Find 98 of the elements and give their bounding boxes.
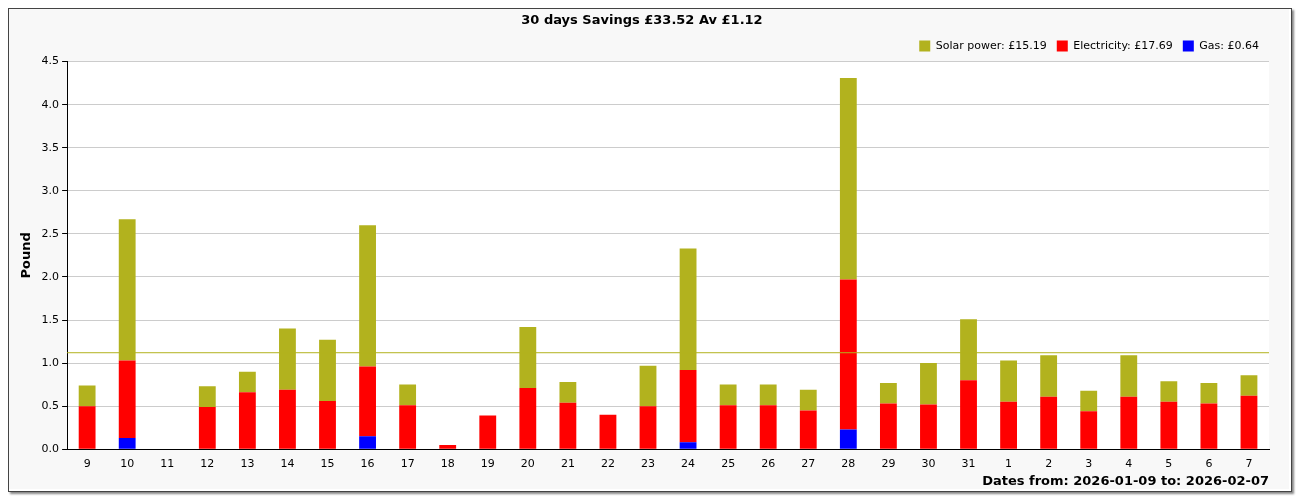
x-tick-label: 31 xyxy=(961,456,976,470)
bar xyxy=(118,360,136,438)
bar xyxy=(78,406,96,449)
bar xyxy=(519,388,537,449)
bar xyxy=(399,405,417,449)
bar xyxy=(198,386,216,407)
y-tick-label: 4.0 xyxy=(41,97,60,111)
x-tick-label: 4 xyxy=(1125,456,1133,470)
bar xyxy=(719,384,737,406)
x-tick-label: 10 xyxy=(120,456,135,470)
x-tick-label: 29 xyxy=(881,456,896,470)
bar xyxy=(879,382,897,404)
bar xyxy=(920,363,937,405)
bar xyxy=(599,414,617,449)
x-tick-label: 28 xyxy=(841,456,856,470)
bar xyxy=(1240,395,1258,449)
bar xyxy=(1040,355,1058,397)
bar xyxy=(679,369,697,443)
bar xyxy=(839,279,857,430)
bar xyxy=(559,382,577,403)
x-tick-label: 24 xyxy=(681,456,696,470)
x-tick-label: 30 xyxy=(921,456,936,470)
x-tick-label: 18 xyxy=(440,456,455,470)
y-tick-label: 1.0 xyxy=(41,355,60,369)
y-tick-label: 0.0 xyxy=(41,442,60,456)
bar xyxy=(1120,396,1138,449)
bar xyxy=(359,366,376,437)
bar xyxy=(1240,375,1258,396)
y-tick-label: 1.5 xyxy=(41,312,60,326)
bar xyxy=(799,410,817,449)
bar xyxy=(1040,396,1058,449)
x-tick-label: 7 xyxy=(1245,456,1253,470)
y-tick-label: 0.5 xyxy=(41,398,60,412)
y-tick-label: 2.5 xyxy=(41,226,60,240)
bar xyxy=(319,400,336,449)
x-tick-label: 3 xyxy=(1085,456,1093,470)
y-tick-label: 4.5 xyxy=(41,54,60,68)
x-tick-label: 21 xyxy=(560,456,575,470)
bar xyxy=(960,380,977,449)
y-axis-title: Pound xyxy=(18,232,34,279)
bar xyxy=(920,404,937,449)
x-tick-label: 5 xyxy=(1165,456,1173,470)
bar xyxy=(78,385,96,407)
bar xyxy=(1000,360,1017,402)
bar xyxy=(1160,381,1178,402)
x-tick-label: 26 xyxy=(761,456,776,470)
bar xyxy=(118,438,136,449)
bar xyxy=(1120,355,1138,397)
x-tick-label: 27 xyxy=(801,456,816,470)
x-tick-label: 6 xyxy=(1205,456,1213,470)
x-tick-label: 2 xyxy=(1045,456,1053,470)
bar xyxy=(359,436,376,449)
bar xyxy=(198,407,216,449)
bar xyxy=(479,415,497,449)
legend-label: Gas: £0.64 xyxy=(1199,38,1260,52)
x-tick-label: 15 xyxy=(320,456,335,470)
x-tick-label: 20 xyxy=(520,456,535,470)
bar xyxy=(759,384,777,406)
x-tick-label: 9 xyxy=(83,456,91,470)
bar xyxy=(719,405,737,449)
bar xyxy=(1080,390,1098,412)
x-tick-label: 19 xyxy=(480,456,495,470)
y-tick-label: 3.0 xyxy=(41,183,60,197)
x-tick-label: 1 xyxy=(1005,456,1013,470)
bar xyxy=(399,384,417,406)
x-tick-label: 22 xyxy=(600,456,615,470)
x-tick-label: 12 xyxy=(200,456,215,470)
bar xyxy=(559,402,577,449)
x-tick-label: 25 xyxy=(721,456,736,470)
bar xyxy=(1000,401,1017,449)
x-tick-label: 16 xyxy=(360,456,375,470)
bar xyxy=(839,429,857,449)
x-tick-label: 17 xyxy=(400,456,415,470)
bar xyxy=(439,444,457,449)
bar xyxy=(839,77,857,280)
bar xyxy=(1160,401,1178,449)
bar xyxy=(879,403,897,449)
legend-label: Electricity: £17.69 xyxy=(1073,38,1173,52)
x-tick-label: 23 xyxy=(641,456,656,470)
x-tick-label: 14 xyxy=(280,456,295,470)
x-tick-label: 13 xyxy=(240,456,255,470)
bar xyxy=(679,442,697,449)
y-tick-label: 2.0 xyxy=(41,269,60,283)
x-axis-title: Dates from: 2026-01-09 to: 2026-02-07 xyxy=(982,472,1269,488)
bar xyxy=(639,365,657,407)
bar xyxy=(1200,382,1218,404)
bar xyxy=(1080,411,1098,449)
bar xyxy=(279,389,296,449)
bar xyxy=(759,405,777,449)
x-tick-label: 11 xyxy=(160,456,175,470)
chart-title: 30 days Savings £33.52 Av £1.12 xyxy=(521,12,763,28)
bar xyxy=(238,392,256,449)
legend-label: Solar power: £15.19 xyxy=(935,38,1047,52)
bar xyxy=(238,371,256,393)
bar xyxy=(639,406,657,449)
y-tick-label: 3.5 xyxy=(41,140,60,154)
bar xyxy=(1200,403,1218,449)
bar xyxy=(799,389,817,411)
